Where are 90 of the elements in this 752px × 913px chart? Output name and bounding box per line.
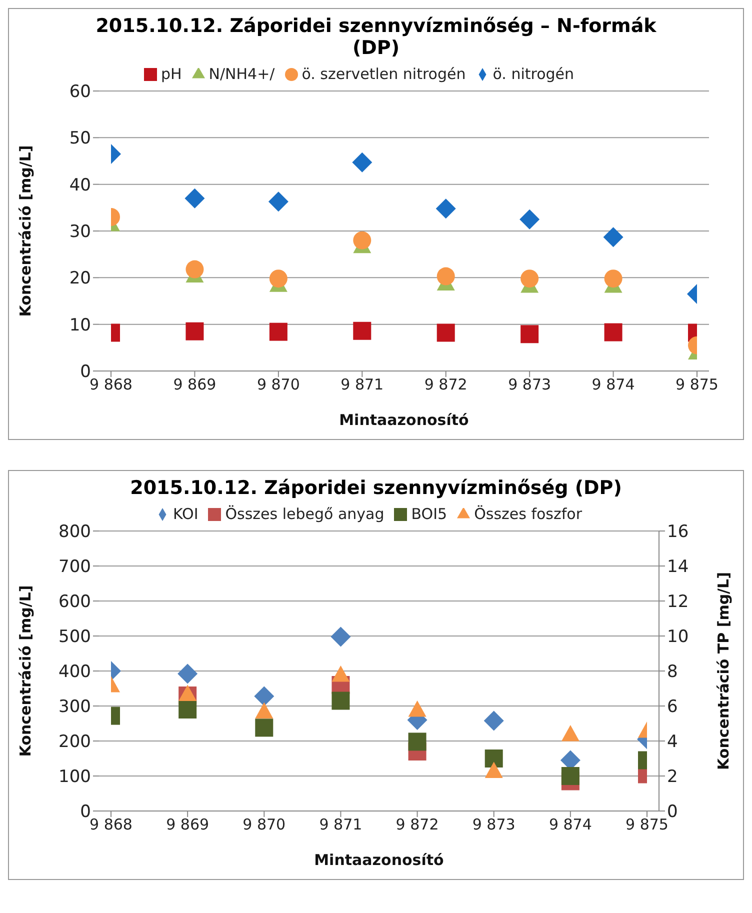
x-tick-label: 9 875 <box>676 376 718 394</box>
point <box>436 324 455 342</box>
chart-title: 2015.10.12. Záporidei szennyvízminőség – N-formák (DP) <box>94 14 658 59</box>
point <box>269 270 288 288</box>
y2-tick-label: 8 <box>667 662 678 682</box>
point <box>408 700 426 717</box>
point <box>184 188 205 208</box>
point <box>186 260 204 278</box>
x-axis-title: Mintaazonosító <box>339 411 469 429</box>
legend-label: Összes lebegő anyag <box>225 505 384 523</box>
point <box>178 700 197 718</box>
y2-tick-label: 16 <box>667 522 689 542</box>
point <box>330 626 351 647</box>
point <box>352 152 372 172</box>
legend-label: ö. nitrogén <box>492 65 574 83</box>
y-tick-label: 60 <box>69 82 91 102</box>
y2-tick-label: 12 <box>667 592 689 612</box>
point <box>268 192 288 212</box>
point <box>254 686 274 706</box>
point <box>178 664 198 684</box>
y-tick-label: 800 <box>58 522 91 542</box>
point <box>520 325 539 344</box>
y-axis-title: Koncentráció [mg/L] <box>16 585 34 757</box>
y-tick-label: 400 <box>58 662 91 682</box>
legend-label: N/NH4+/ <box>208 65 275 83</box>
point <box>604 323 622 342</box>
y2-axis-title: Koncentráció TP [mg/L] <box>714 572 732 770</box>
point <box>561 725 580 742</box>
legend-label: KOI <box>173 505 198 523</box>
chart-title: 2015.10.12. Záporidei szennyvízminőség (DP) <box>129 476 623 499</box>
point <box>178 684 197 701</box>
y2-tick-label: 6 <box>667 697 678 718</box>
point <box>603 227 624 248</box>
y-tick-label: 300 <box>58 697 91 718</box>
x-tick-label: 9 868 <box>90 816 132 834</box>
x-tick-label: 9 873 <box>508 376 552 394</box>
point <box>255 718 274 737</box>
y2-tick-label: 2 <box>667 767 678 788</box>
x-tick-label: 9 871 <box>340 376 384 394</box>
x-axis-title: Mintaazonosító <box>314 851 444 869</box>
x-tick-label: 9 874 <box>592 376 635 394</box>
point <box>255 702 274 718</box>
y-tick-label: 30 <box>69 222 91 242</box>
legend-label: pH <box>160 65 182 83</box>
legend-label: Összes foszfor <box>474 505 582 523</box>
point <box>353 322 372 340</box>
legend-label: ö. szervetlen nitrogén <box>302 65 466 83</box>
y-tick-label: 600 <box>58 592 91 612</box>
y-tick-label: 50 <box>69 128 91 149</box>
point <box>484 762 503 778</box>
point <box>604 270 622 288</box>
y-axis-title: Koncentráció [mg/L] <box>16 145 34 317</box>
x-tick-label: 9 869 <box>173 376 216 394</box>
x-tick-label: 9 870 <box>256 376 300 394</box>
point <box>186 322 204 340</box>
y-tick-label: 100 <box>58 767 91 788</box>
y-tick-label: 20 <box>69 268 91 289</box>
point <box>520 270 539 288</box>
y-tick-label: 200 <box>58 732 91 752</box>
point <box>436 198 456 219</box>
point <box>269 322 288 341</box>
point <box>408 732 426 751</box>
point <box>520 209 540 230</box>
point <box>484 710 504 731</box>
point <box>561 767 580 785</box>
point <box>353 231 372 250</box>
x-tick-label: 9 872 <box>396 816 439 834</box>
x-tick-label: 9 868 <box>90 376 132 394</box>
legend-label: BOI5 <box>411 505 448 523</box>
y-tick-label: 500 <box>58 627 91 648</box>
y2-tick-label: 4 <box>667 732 678 752</box>
y2-tick-label: 14 <box>667 557 689 578</box>
x-tick-label: 9 874 <box>548 816 592 834</box>
x-tick-label: 9 873 <box>472 816 516 834</box>
point <box>332 666 350 682</box>
point <box>436 267 455 286</box>
y2-tick-label: 0 <box>667 802 678 822</box>
x-tick-label: 9 870 <box>242 816 286 834</box>
point <box>332 692 350 710</box>
x-tick-label: 9 869 <box>166 816 210 834</box>
y-tick-label: 10 <box>69 315 91 336</box>
y-tick-label: 40 <box>69 175 91 196</box>
y-tick-label: 0 <box>80 802 91 822</box>
x-tick-label: 9 872 <box>424 376 468 394</box>
y-tick-label: 700 <box>58 557 91 578</box>
y-tick-label: 0 <box>80 362 91 382</box>
point <box>484 750 503 768</box>
x-tick-label: 9 875 <box>626 816 668 834</box>
y2-tick-label: 10 <box>667 627 689 648</box>
x-tick-label: 9 871 <box>319 816 362 834</box>
